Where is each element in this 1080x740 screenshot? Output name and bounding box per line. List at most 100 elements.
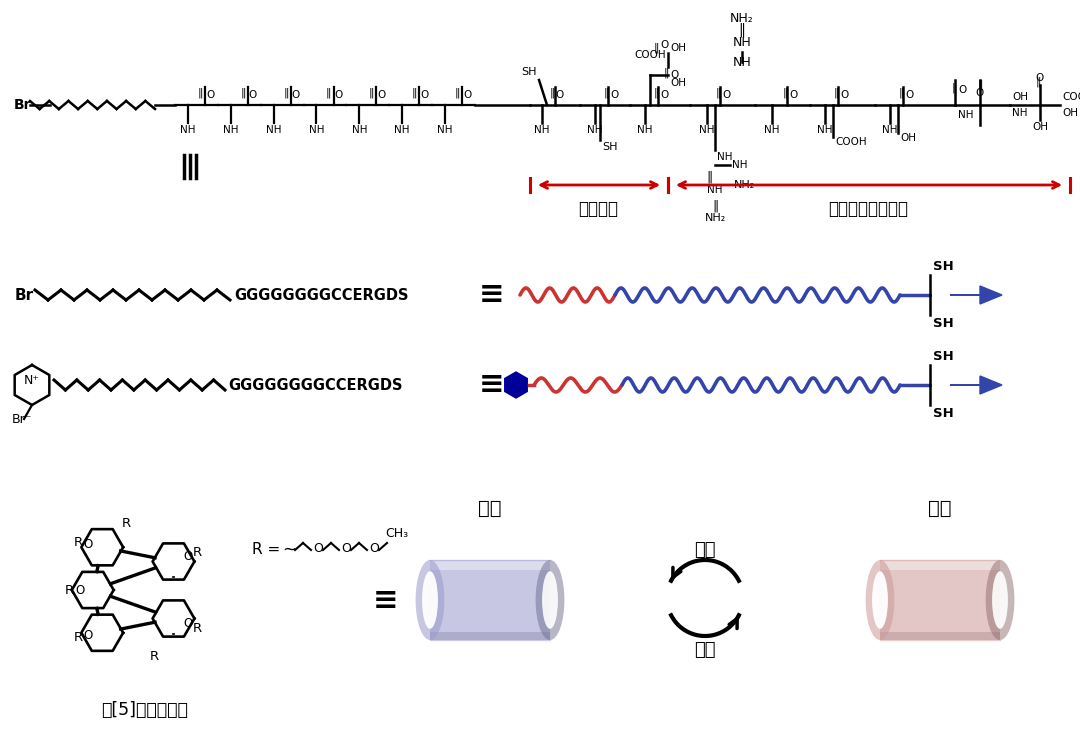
Text: NH: NH (437, 125, 453, 135)
Text: NH: NH (732, 56, 752, 69)
Text: NH₂: NH₂ (704, 213, 726, 223)
Text: NH: NH (222, 125, 239, 135)
Text: O: O (958, 85, 967, 95)
Ellipse shape (416, 560, 444, 640)
Text: ‖: ‖ (834, 88, 839, 98)
Text: O: O (292, 90, 300, 100)
Text: OH: OH (670, 78, 686, 88)
Text: ‖: ‖ (550, 88, 555, 98)
Text: ‖: ‖ (951, 83, 957, 93)
Text: O: O (463, 90, 471, 100)
Ellipse shape (422, 571, 437, 629)
Text: ‖: ‖ (782, 88, 787, 98)
Text: 升温: 升温 (694, 541, 716, 559)
Text: SH: SH (522, 67, 537, 77)
Text: ‖: ‖ (455, 88, 460, 98)
Text: OH: OH (670, 43, 686, 53)
Text: ‖: ‖ (326, 88, 332, 98)
Polygon shape (430, 560, 550, 570)
Text: NH: NH (351, 125, 367, 135)
Text: O: O (83, 538, 93, 551)
Polygon shape (430, 560, 550, 640)
Text: COOH: COOH (634, 50, 665, 60)
Text: ‖: ‖ (1036, 76, 1041, 87)
Text: O: O (789, 90, 797, 100)
Ellipse shape (542, 571, 558, 629)
Text: 柱[5]芳烃衍生物: 柱[5]芳烃衍生物 (102, 701, 188, 719)
Text: ‖: ‖ (707, 170, 713, 184)
FancyArrow shape (950, 286, 1002, 304)
Text: O: O (610, 90, 618, 100)
Text: 降温: 降温 (694, 641, 716, 659)
Ellipse shape (993, 571, 1008, 629)
Ellipse shape (986, 560, 1014, 640)
Text: NH: NH (732, 160, 747, 170)
Text: COOH: COOH (835, 137, 866, 147)
Text: R: R (73, 536, 83, 549)
Text: R: R (73, 631, 83, 644)
Text: O: O (248, 90, 257, 100)
Text: R: R (121, 517, 131, 530)
Text: R =: R = (252, 542, 285, 557)
Text: O: O (369, 542, 379, 554)
Text: R: R (192, 545, 202, 559)
Text: O: O (905, 90, 914, 100)
Polygon shape (880, 560, 1000, 640)
Text: ~: ~ (282, 541, 296, 559)
Text: NH: NH (882, 125, 897, 135)
Text: O: O (76, 584, 85, 596)
Text: SH: SH (602, 142, 618, 152)
Text: SH: SH (933, 407, 954, 420)
Text: O: O (723, 90, 730, 100)
Text: Br⁻: Br⁻ (12, 413, 32, 426)
Text: ‖: ‖ (899, 88, 904, 98)
Text: 疏水: 疏水 (928, 499, 951, 517)
Text: ‖: ‖ (653, 88, 659, 98)
Text: O: O (377, 90, 386, 100)
Text: CH₃: CH₃ (384, 527, 408, 540)
Text: ‖: ‖ (712, 200, 718, 213)
Polygon shape (430, 632, 550, 640)
Text: SH: SH (933, 317, 954, 330)
Text: 交联序列: 交联序列 (578, 200, 618, 218)
Text: NH: NH (266, 125, 281, 135)
Text: ‖: ‖ (663, 68, 669, 78)
Text: ‖: ‖ (283, 88, 288, 98)
Text: Br: Br (15, 288, 35, 303)
Text: O: O (976, 88, 984, 98)
Text: OH: OH (900, 133, 916, 143)
Text: ‖: ‖ (977, 80, 983, 90)
Text: O: O (83, 629, 93, 642)
Text: ‖: ‖ (411, 88, 417, 98)
Text: R: R (65, 584, 73, 596)
Text: Br: Br (14, 98, 31, 112)
Text: O: O (660, 90, 669, 100)
Text: R: R (192, 622, 202, 634)
Text: R: R (150, 650, 159, 663)
Ellipse shape (865, 560, 894, 640)
Text: ≡: ≡ (480, 280, 504, 309)
Text: ‖: ‖ (198, 88, 203, 98)
Text: ‖: ‖ (241, 88, 246, 98)
Text: O: O (335, 90, 342, 100)
Text: SH: SH (933, 350, 954, 363)
Text: NH₂: NH₂ (730, 12, 754, 24)
Text: O: O (313, 542, 323, 554)
Text: O: O (184, 616, 192, 630)
Text: O: O (670, 70, 678, 80)
Text: NH: NH (958, 110, 973, 120)
Text: N⁺: N⁺ (24, 374, 40, 388)
Text: O: O (184, 551, 192, 563)
Text: NH: NH (309, 125, 324, 135)
Text: GGGGGGGGCCERGDS: GGGGGGGGCCERGDS (234, 288, 408, 303)
Text: ≡: ≡ (480, 371, 504, 400)
Text: NH₂: NH₂ (734, 180, 755, 190)
Text: NH: NH (394, 125, 410, 135)
Polygon shape (880, 632, 1000, 640)
Text: 亲水: 亲水 (478, 499, 502, 517)
Polygon shape (880, 560, 1000, 570)
FancyArrow shape (950, 376, 1002, 394)
Text: OH: OH (1062, 108, 1078, 118)
Ellipse shape (536, 560, 565, 640)
Text: NH: NH (1012, 108, 1027, 118)
